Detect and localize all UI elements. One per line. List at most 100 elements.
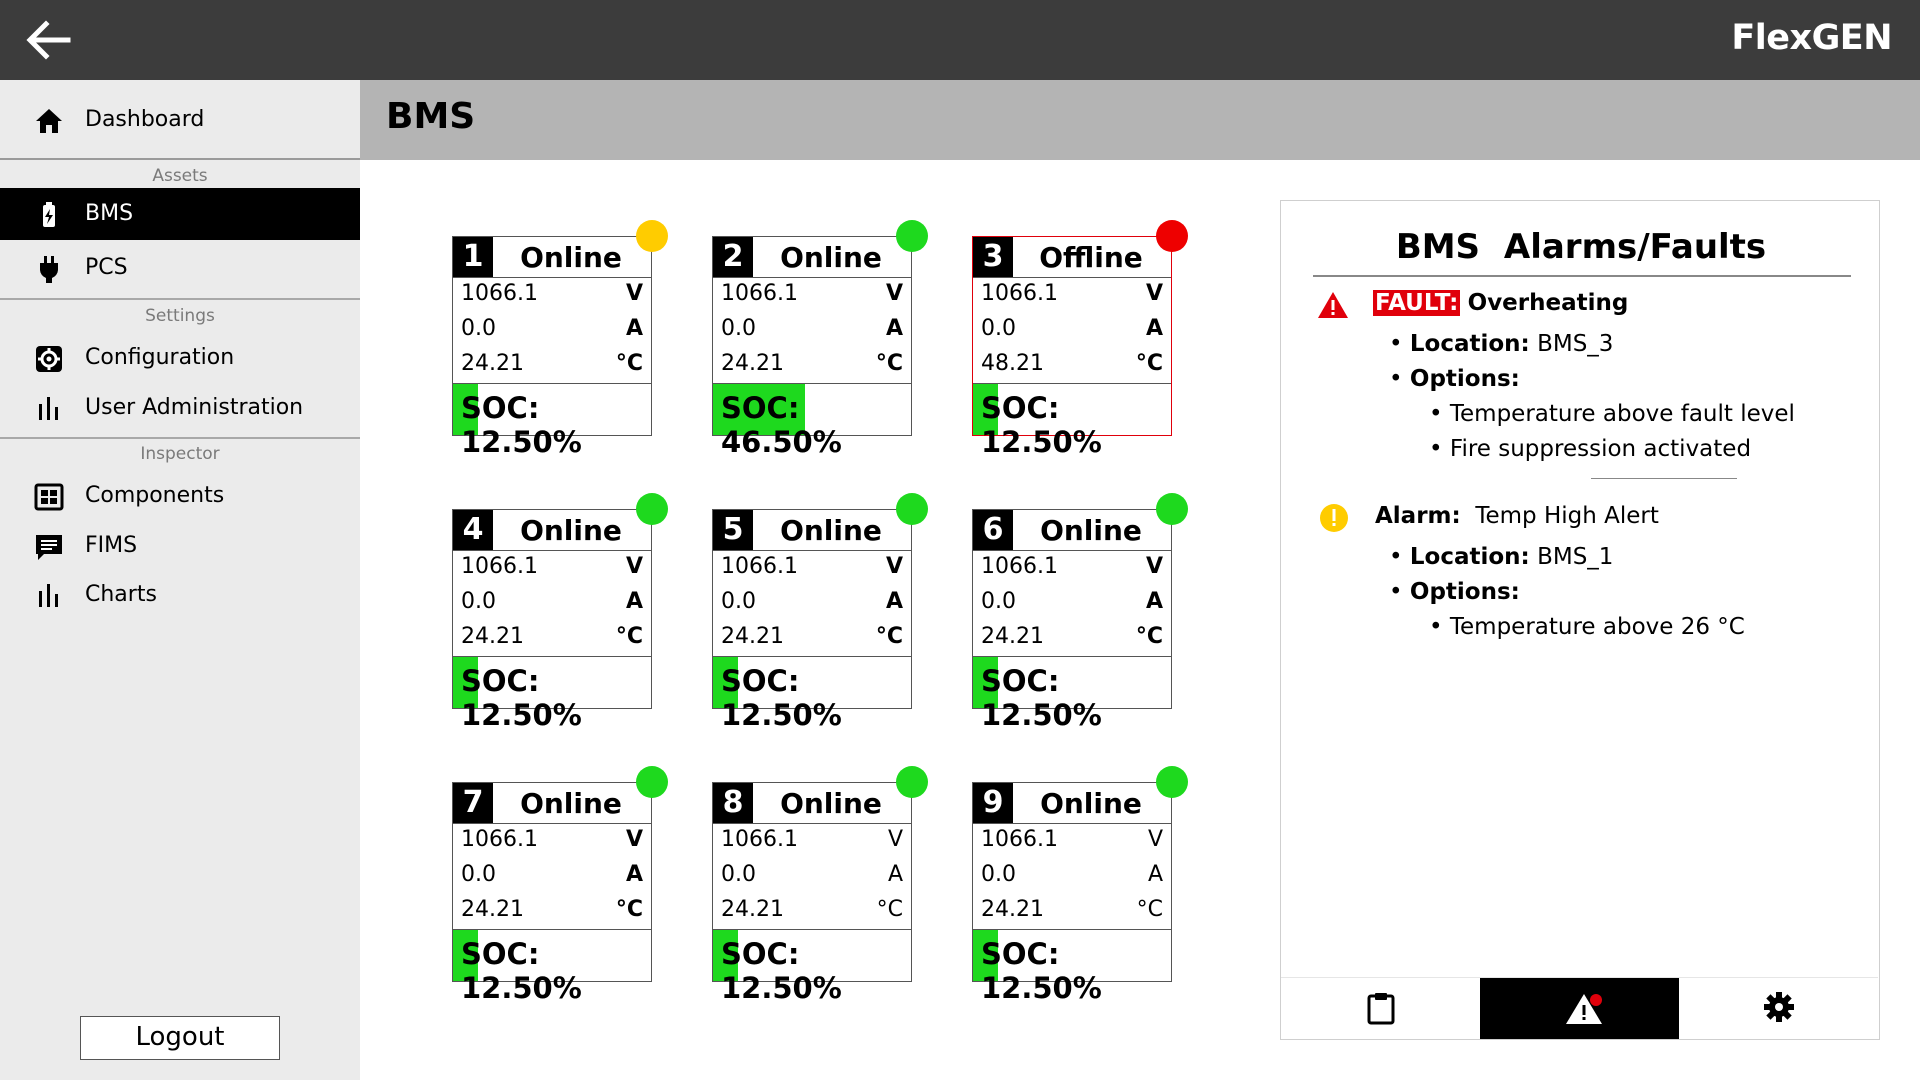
voltage-row: 1066.1 V bbox=[721, 825, 903, 859]
section-inspector: Inspector bbox=[140, 444, 220, 464]
temperature-value: 24.21 bbox=[461, 624, 524, 649]
card-number: 2 bbox=[713, 237, 753, 277]
voltage-unit: V bbox=[885, 281, 903, 306]
config-gear-icon bbox=[34, 344, 64, 374]
divider bbox=[973, 929, 1171, 930]
soc-bar: SOC: 12.50% bbox=[713, 930, 911, 1005]
voltage-unit: V bbox=[625, 281, 643, 306]
options-label: Options: bbox=[1409, 366, 1520, 392]
bms-card[interactable]: 7 Online 1066.1 V 0.0 A 24.21 °C SOC: 12.50% bbox=[452, 782, 652, 1005]
sidebar-item-label: FIMS bbox=[85, 533, 138, 558]
voltage-unit: V bbox=[625, 554, 643, 579]
current-row: 0.0 A bbox=[721, 587, 903, 621]
fault-tag: FAULT: bbox=[1373, 290, 1461, 316]
divider bbox=[713, 656, 911, 657]
sidebar-item-dashboard[interactable]: Dashboard bbox=[0, 80, 360, 160]
soc-fill bbox=[973, 657, 998, 708]
card-number: 9 bbox=[973, 783, 1013, 823]
voltage-unit: V bbox=[1145, 554, 1163, 579]
divider bbox=[0, 298, 360, 300]
current-row: 0.0 A bbox=[721, 314, 903, 348]
sidebar-item-fims[interactable]: FIMS bbox=[0, 520, 360, 572]
voltage-value: 1066.1 bbox=[461, 281, 538, 306]
location-label: Location: bbox=[1409, 331, 1530, 357]
back-arrow-icon[interactable] bbox=[24, 18, 72, 62]
sidebar-item-user-administration[interactable]: User Administration bbox=[0, 382, 360, 434]
option-text: Temperature above fault level bbox=[1449, 401, 1795, 427]
soc-bar: SOC: 12.50% bbox=[973, 657, 1171, 732]
sidebar-item-label: Dashboard bbox=[85, 107, 205, 132]
fault-header[interactable]: FAULT: Overheating bbox=[1373, 290, 1628, 316]
logout-button[interactable]: Logout bbox=[80, 1016, 280, 1060]
soc-bar: SOC: 12.50% bbox=[453, 657, 651, 732]
soc-label: SOC: 12.50% bbox=[461, 391, 582, 459]
temperature-unit: °C bbox=[875, 624, 903, 649]
divider bbox=[453, 929, 651, 930]
sidebar-item-pcs[interactable]: PCS bbox=[0, 242, 360, 294]
voltage-unit: V bbox=[625, 827, 643, 852]
bar-chart-icon bbox=[34, 394, 64, 424]
soc-fill bbox=[713, 384, 806, 435]
temperature-unit: °C bbox=[615, 624, 643, 649]
sidebar-item-bms[interactable]: BMS bbox=[0, 188, 360, 240]
current-row: 0.0 A bbox=[981, 314, 1163, 348]
current-unit: A bbox=[887, 862, 903, 887]
voltage-unit: V bbox=[885, 554, 903, 579]
voltage-value: 1066.1 bbox=[721, 827, 798, 852]
soc-label: SOC: 12.50% bbox=[461, 664, 582, 732]
bms-card[interactable]: 8 Online 1066.1 V 0.0 A 24.21 °C SOC: 12.50% bbox=[712, 782, 912, 1005]
status-dot bbox=[1156, 220, 1188, 252]
sidebar-item-components[interactable]: Components bbox=[0, 470, 360, 522]
fault-option-item: • Temperature above fault level bbox=[1429, 401, 1795, 427]
status-dot bbox=[896, 493, 928, 525]
home-icon bbox=[34, 106, 64, 136]
current-unit: A bbox=[625, 589, 643, 614]
sidebar-item-charts[interactable]: Charts bbox=[0, 569, 360, 621]
sidebar-item-configuration[interactable]: Configuration bbox=[0, 332, 360, 384]
temperature-row: 48.21 °C bbox=[981, 349, 1163, 383]
page-title: BMS bbox=[386, 96, 476, 137]
tab-settings[interactable] bbox=[1679, 978, 1878, 1039]
bms-card[interactable]: 4 Online 1066.1 V 0.0 A 24.21 °C SOC: 12.50% bbox=[452, 509, 652, 732]
sidebar-item-label: Components bbox=[85, 483, 225, 508]
current-value: 0.0 bbox=[981, 589, 1016, 614]
temperature-value: 24.21 bbox=[721, 351, 784, 376]
temperature-unit: °C bbox=[1135, 351, 1163, 376]
soc-bar: SOC: 12.50% bbox=[973, 384, 1171, 459]
card-status: Online bbox=[780, 787, 882, 820]
soc-label: SOC: 12.50% bbox=[981, 664, 1102, 732]
status-dot bbox=[896, 766, 928, 798]
temperature-row: 24.21 °C bbox=[721, 349, 903, 383]
temperature-unit: °C bbox=[615, 897, 643, 922]
divider bbox=[973, 550, 1171, 551]
card-number: 6 bbox=[973, 510, 1013, 550]
soc-fill bbox=[453, 384, 478, 435]
current-unit: A bbox=[625, 862, 643, 887]
alarm-location: • Location: BMS_1 bbox=[1389, 544, 1614, 570]
voltage-row: 1066.1 V bbox=[721, 552, 903, 586]
status-dot bbox=[896, 220, 928, 252]
battery-icon bbox=[34, 200, 64, 230]
bms-card[interactable]: 6 Online 1066.1 V 0.0 A 24.21 °C SOC: 12.50% bbox=[972, 509, 1172, 732]
card-status: Online bbox=[1040, 514, 1142, 547]
bms-card[interactable]: 1 Online 1066.1 V 0.0 A 24.21 °C SOC: 12.50% bbox=[452, 236, 652, 459]
gear-icon bbox=[1764, 992, 1794, 1022]
card-status: Online bbox=[520, 787, 622, 820]
current-value: 0.0 bbox=[461, 316, 496, 341]
bms-card[interactable]: 3 Offline 1066.1 V 0.0 A 48.21 °C SOC: 12.50% bbox=[972, 236, 1172, 459]
options-label: Options: bbox=[1409, 579, 1520, 605]
voltage-row: 1066.1 V bbox=[461, 825, 643, 859]
divider bbox=[713, 929, 911, 930]
status-dot bbox=[636, 220, 668, 252]
bms-card[interactable]: 9 Online 1066.1 V 0.0 A 24.21 °C SOC: 12.50% bbox=[972, 782, 1172, 1005]
status-dot bbox=[636, 493, 668, 525]
temperature-value: 24.21 bbox=[461, 351, 524, 376]
tab-alarms[interactable] bbox=[1480, 978, 1679, 1039]
tab-clipboard[interactable] bbox=[1281, 978, 1480, 1039]
voltage-value: 1066.1 bbox=[721, 281, 798, 306]
fault-location: • Location: BMS_3 bbox=[1389, 331, 1614, 357]
alarm-header[interactable]: Alarm: Temp High Alert bbox=[1375, 503, 1659, 529]
divider bbox=[713, 550, 911, 551]
bms-card[interactable]: 2 Online 1066.1 V 0.0 A 24.21 °C SOC: 46.50% bbox=[712, 236, 912, 459]
bms-card[interactable]: 5 Online 1066.1 V 0.0 A 24.21 °C SOC: 12.50% bbox=[712, 509, 912, 732]
